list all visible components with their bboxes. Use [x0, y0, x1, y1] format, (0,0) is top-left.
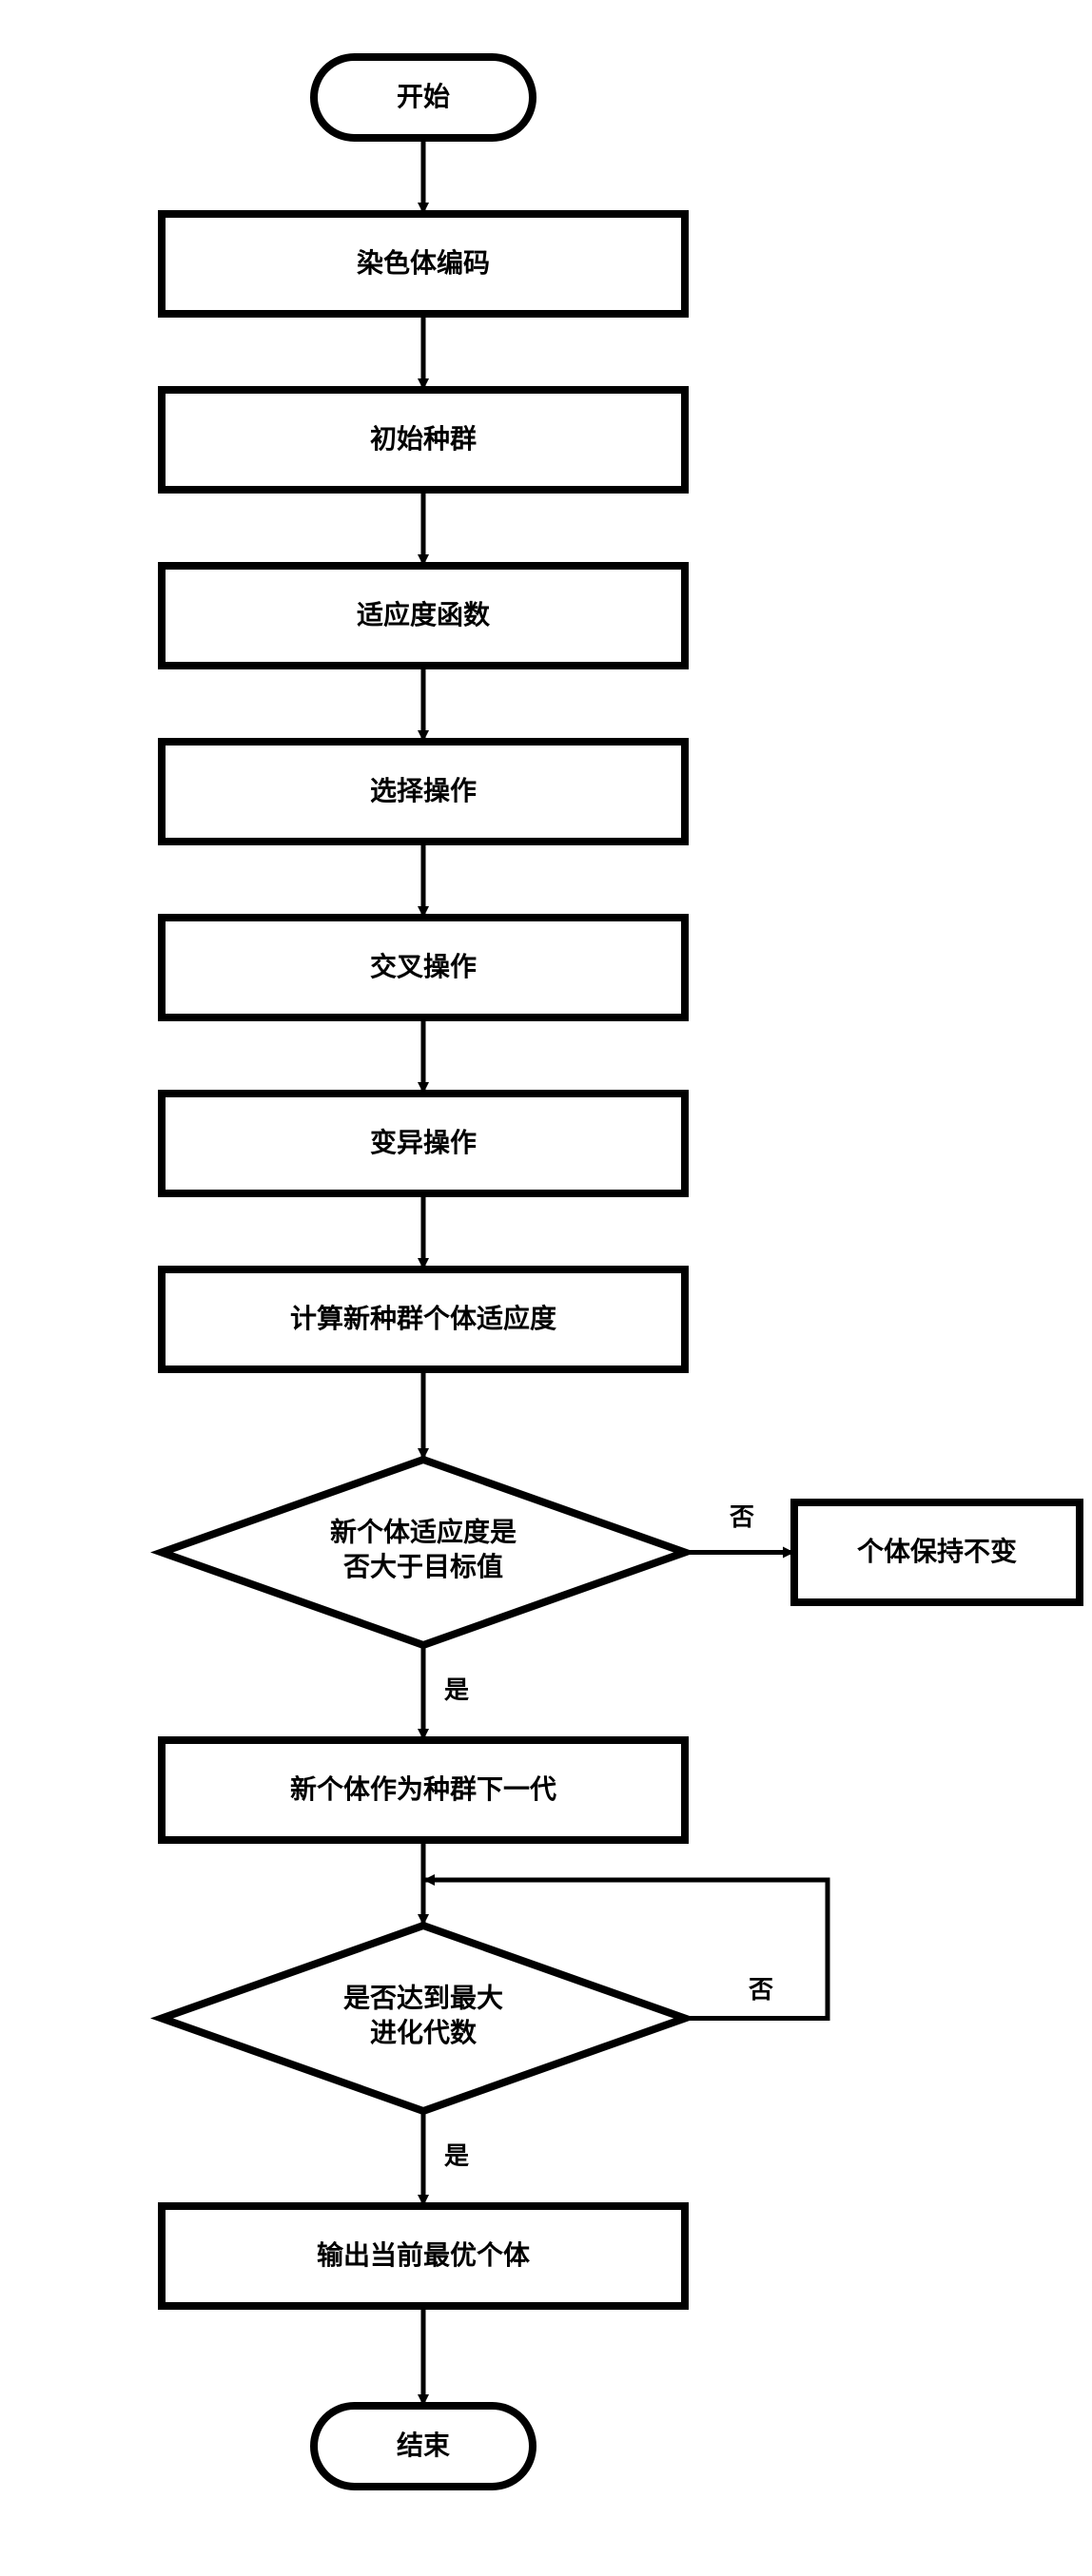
node-encode: 染色体编码	[162, 214, 685, 314]
node-dec2-text-0: 是否达到最大	[343, 1984, 503, 2014]
node-keep-text: 个体保持不变	[857, 1536, 1017, 1567]
node-select: 选择操作	[162, 742, 685, 842]
node-cross-text: 交叉操作	[370, 951, 477, 982]
node-mutate: 变异操作	[162, 1094, 685, 1193]
edge-label-dec1-nextgen: 是	[444, 1676, 469, 1704]
nodes-group: 开始染色体编码初始种群适应度函数选择操作交叉操作变异操作计算新种群个体适应度新个…	[162, 57, 1080, 2487]
edge-label-dec2-output: 是	[444, 2142, 469, 2170]
node-encode-text: 染色体编码	[357, 247, 490, 279]
node-start-text: 开始	[397, 82, 450, 112]
node-dec1-text-0: 新个体适应度是	[330, 1517, 517, 1548]
edge-label-dec1-keep: 否	[730, 1503, 754, 1531]
node-end: 结束	[314, 2406, 533, 2487]
node-dec1: 新个体适应度是否大于目标值	[162, 1460, 685, 1645]
node-keep: 个体保持不变	[794, 1502, 1080, 1602]
node-calcnew: 计算新种群个体适应度	[162, 1269, 685, 1369]
node-dec2: 是否达到最大进化代数	[162, 1926, 685, 2111]
node-nextgen: 新个体作为种群下一代	[162, 1740, 685, 1840]
node-fitness: 适应度函数	[162, 566, 685, 666]
node-calcnew-text: 计算新种群个体适应度	[290, 1303, 556, 1334]
node-mutate-text: 变异操作	[370, 1127, 477, 1158]
node-output: 输出当前最优个体	[162, 2206, 685, 2306]
node-cross: 交叉操作	[162, 918, 685, 1017]
node-initpop: 初始种群	[162, 390, 685, 490]
node-start: 开始	[314, 57, 533, 138]
node-output-text: 输出当前最优个体	[317, 2239, 531, 2271]
node-dec1-text-1: 否大于目标值	[343, 1552, 503, 1582]
node-fitness-text: 适应度函数	[357, 599, 491, 630]
flowchart-diagram: 否是是否开始染色体编码初始种群适应度函数选择操作交叉操作变异操作计算新种群个体适…	[0, 0, 1092, 2576]
node-select-text: 选择操作	[370, 776, 477, 806]
edge-label-dec2-nextgen: 否	[749, 1976, 773, 2004]
node-end-text: 结束	[397, 2431, 450, 2461]
node-initpop-text: 初始种群	[370, 424, 477, 455]
node-nextgen-text: 新个体作为种群下一代	[290, 1774, 556, 1805]
node-dec2-text-1: 进化代数	[370, 2018, 478, 2048]
